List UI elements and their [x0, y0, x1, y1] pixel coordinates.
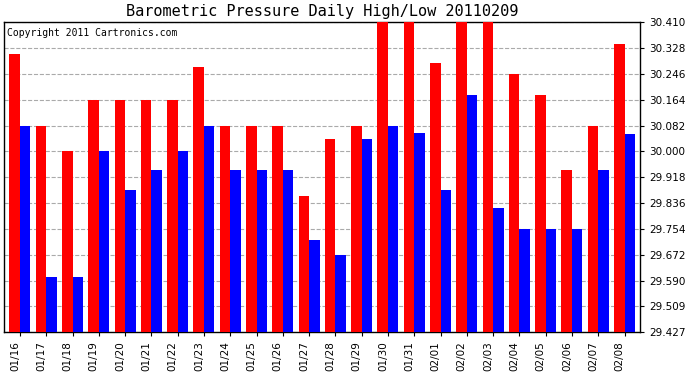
Bar — [246, 126, 257, 332]
Bar — [167, 100, 177, 332]
Bar — [309, 240, 319, 332]
Bar — [520, 229, 530, 332]
Bar — [325, 139, 335, 332]
Bar — [125, 190, 136, 332]
Bar — [572, 229, 582, 332]
Bar — [440, 190, 451, 332]
Bar — [46, 278, 57, 332]
Bar — [456, 19, 467, 332]
Bar — [351, 126, 362, 332]
Bar — [283, 170, 293, 332]
Bar — [273, 126, 283, 332]
Bar — [614, 44, 624, 332]
Bar — [219, 126, 230, 332]
Bar — [362, 139, 372, 332]
Bar — [404, 22, 414, 332]
Bar — [335, 255, 346, 332]
Bar — [193, 67, 204, 332]
Bar — [88, 100, 99, 332]
Bar — [546, 229, 556, 332]
Bar — [141, 100, 151, 332]
Bar — [177, 152, 188, 332]
Bar — [72, 278, 83, 332]
Text: Copyright 2011 Cartronics.com: Copyright 2011 Cartronics.com — [8, 28, 178, 38]
Bar — [99, 152, 109, 332]
Bar — [482, 19, 493, 332]
Bar — [20, 126, 30, 332]
Bar — [10, 54, 20, 332]
Bar — [509, 74, 520, 332]
Bar — [257, 170, 267, 332]
Bar — [151, 170, 162, 332]
Bar — [467, 95, 477, 332]
Bar — [115, 100, 125, 332]
Bar — [598, 170, 609, 332]
Bar — [414, 133, 425, 332]
Bar — [36, 126, 46, 332]
Bar — [230, 170, 241, 332]
Bar — [204, 126, 215, 332]
Bar — [377, 19, 388, 332]
Bar — [388, 126, 398, 332]
Bar — [62, 152, 72, 332]
Bar — [588, 126, 598, 332]
Bar — [562, 170, 572, 332]
Bar — [493, 208, 504, 332]
Bar — [624, 134, 635, 332]
Bar — [299, 196, 309, 332]
Bar — [535, 95, 546, 332]
Bar — [430, 63, 440, 332]
Title: Barometric Pressure Daily High/Low 20110209: Barometric Pressure Daily High/Low 20110… — [126, 4, 518, 19]
